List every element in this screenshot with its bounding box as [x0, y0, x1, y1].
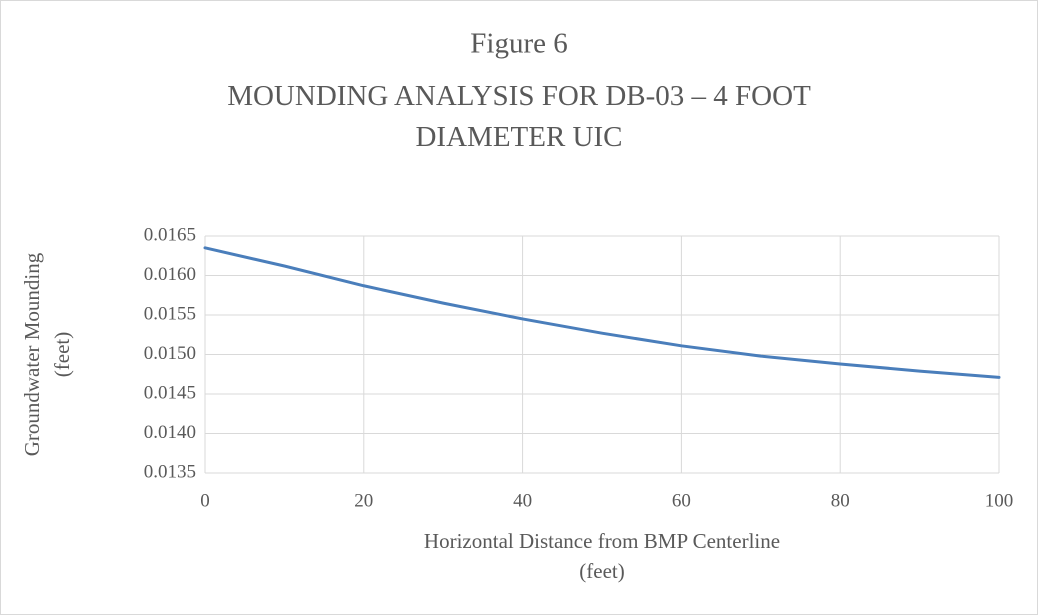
data-line — [203, 246, 1001, 379]
chart-title: Figure 6 — [470, 28, 567, 60]
y-tick-label: 0.0140 — [144, 422, 196, 443]
x-tick-label: 0 — [200, 490, 210, 511]
y-tick-label: 0.0135 — [144, 461, 196, 482]
x-axis-title: Horizontal Distance from BMP Centerline(… — [424, 529, 780, 583]
y-tick-label: 0.0155 — [144, 303, 196, 324]
x-tick-label: 80 — [831, 490, 850, 511]
x-tick-label: 20 — [354, 490, 373, 511]
chart-subtitle: MOUNDING ANALYSIS FOR DB-03 – 4 FOOT DIAM… — [227, 80, 811, 153]
x-tick-label: 100 — [985, 490, 1014, 511]
y-tick-label: 0.0160 — [144, 264, 196, 285]
y-tick-label: 0.0165 — [144, 224, 196, 245]
y-tick-label: 0.0145 — [144, 382, 196, 403]
y-tick-label: 0.0150 — [144, 343, 196, 364]
y-axis-title: Groundwater Mounding (feet) — [20, 252, 74, 456]
x-tick-label: 40 — [513, 490, 532, 511]
x-tick-label: 60 — [672, 490, 691, 511]
